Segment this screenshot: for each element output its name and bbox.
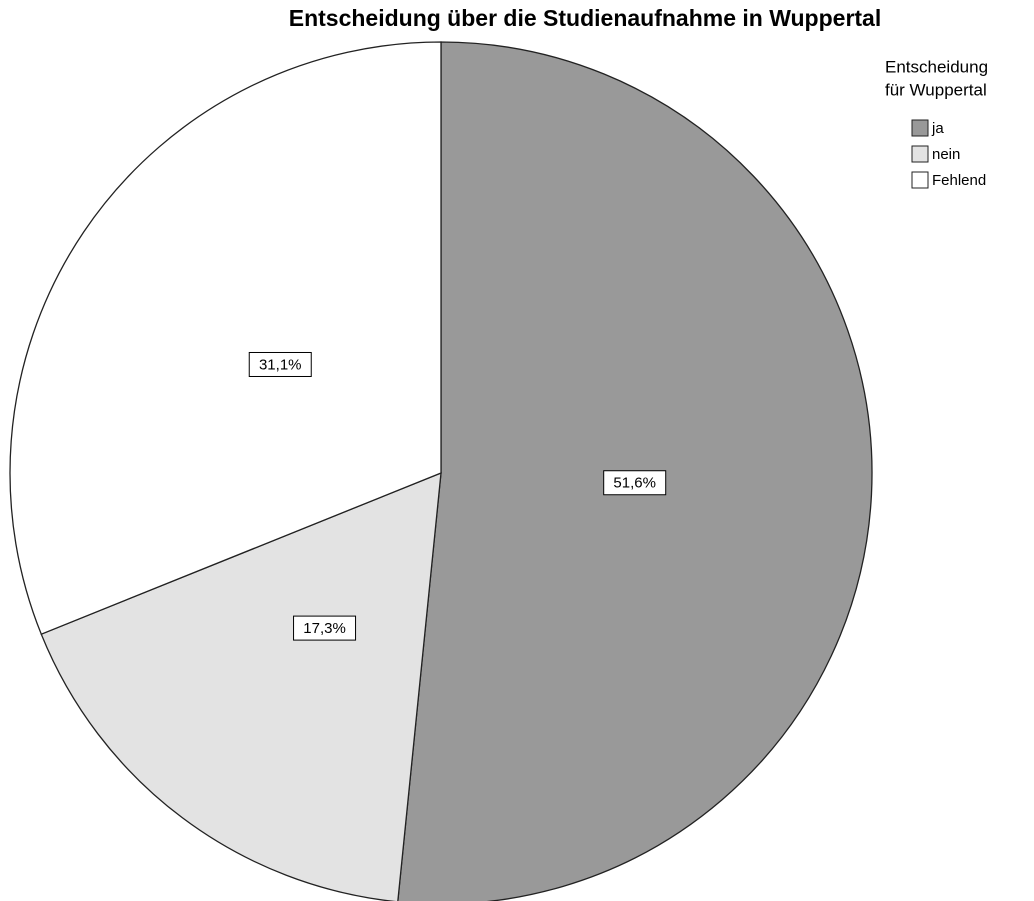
legend-title: für Wuppertal [885, 80, 987, 99]
value-label-box [603, 470, 667, 496]
legend-label: ja [931, 120, 944, 137]
legend-label: Fehlend [932, 172, 986, 189]
value-label: 17,3% [303, 620, 346, 637]
legend-swatch [911, 119, 929, 137]
pie-slice [40, 471, 442, 901]
legend-label: nein [932, 146, 960, 163]
value-label: 31,1% [259, 356, 302, 373]
legend-swatch [911, 145, 929, 163]
value-label-box [293, 615, 357, 641]
value-label: 51,6% [613, 475, 656, 492]
legend-swatch [911, 171, 929, 189]
chart-title: Entscheidung über die Studienaufnahme in… [289, 5, 882, 31]
value-label-box [248, 351, 312, 377]
pie-slice [9, 41, 442, 636]
legend-title: Entscheidung [885, 57, 988, 76]
